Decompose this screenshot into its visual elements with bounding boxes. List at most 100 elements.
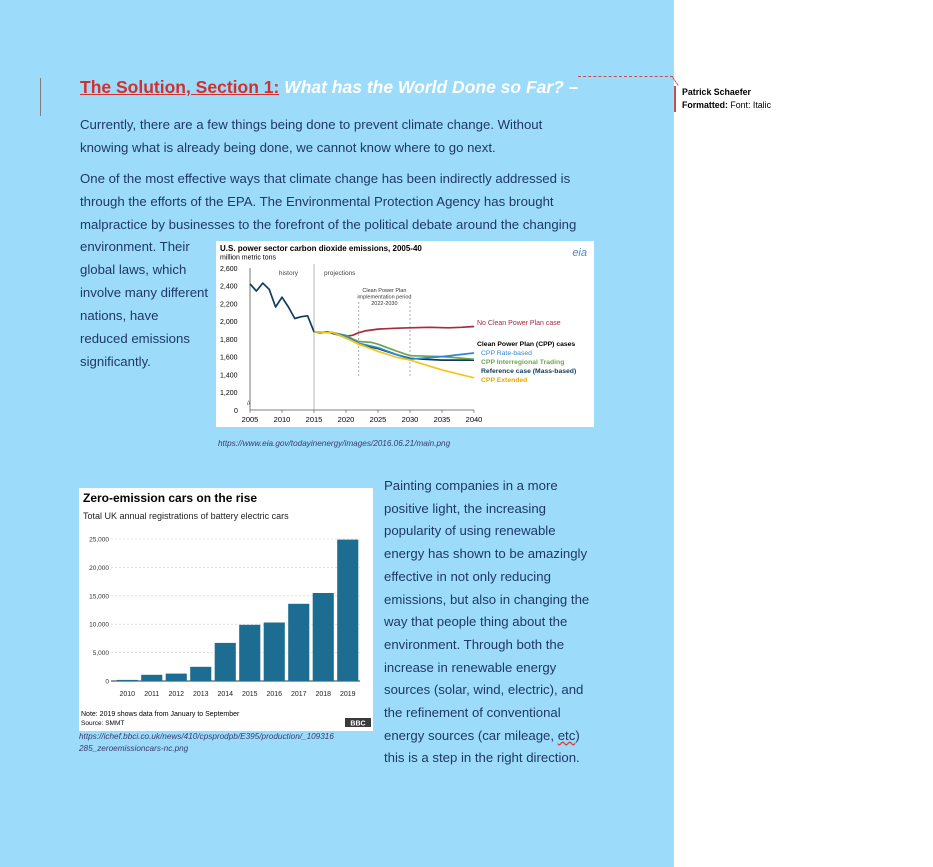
heading-part-2: What has the World Done so Far? – [279, 77, 579, 97]
eia-x-tick-label: 2010 [274, 415, 291, 424]
paragraph-line: global laws, which [80, 262, 187, 277]
paragraph-line: through the efforts of the EPA. The Envi… [80, 194, 554, 209]
bbc-chart-note: Note: 2019 shows data from January to Se… [81, 711, 240, 718]
eia-legend-no-cpp: No Clean Power Plan case [477, 320, 561, 327]
paragraph-line: energy has shown to be amazingly [384, 546, 588, 562]
eia-legend-rate-based: CPP Rate-based [481, 350, 532, 357]
paragraph-line: energy sources (car mileage, etc) [384, 725, 604, 748]
paragraph-line: the refinement of conventional [384, 705, 561, 721]
comment-label: Formatted: [682, 100, 728, 110]
eia-history-label: history [279, 270, 299, 277]
bbc-logo: BBC [350, 721, 365, 728]
bbc-bar [288, 603, 310, 681]
bbc-y-tick-label: 0 [105, 679, 109, 686]
paragraph-line: positive light, the increasing [384, 500, 547, 516]
paragraph-line: One of the most effective ways that clim… [80, 171, 571, 186]
eia-x-tick-label: 2020 [338, 415, 355, 424]
eia-image-caption[interactable]: https://www.eia.gov/todayinenergy/images… [218, 439, 451, 448]
bbc-chart-title: Zero-emission cars on the rise [83, 491, 257, 505]
comment-author: Patrick Schaefer [682, 87, 751, 97]
paragraph-line: effective in not only reducing [384, 568, 551, 584]
paragraph-line: significantly. [80, 354, 151, 369]
paragraph-line: malpractice by businesses to the forefro… [80, 217, 577, 232]
bbc-y-tick-label: 20,000 [89, 565, 109, 572]
bbc-ev-chart[interactable]: Zero-emission cars on the rise Total UK … [79, 488, 373, 731]
paragraph-line: way that people thing about the [384, 614, 568, 630]
eia-x-tick-label: 2030 [402, 415, 419, 424]
paragraph-line: sources (solar, wind, electric), and [384, 682, 584, 698]
line-text: ) [575, 727, 580, 743]
bbc-x-tick-label: 2010 [120, 691, 136, 698]
bbc-bar [165, 673, 187, 681]
eia-emissions-chart[interactable]: U.S. power sector carbon dioxide emissio… [216, 241, 594, 427]
paragraph-line: involve many different [80, 285, 209, 300]
paragraph-line: this is a step in the right direction. [384, 750, 580, 766]
markup-pane [673, 0, 933, 867]
eia-x-tick-label: 2005 [242, 415, 259, 424]
eia-annotation-line: implementation period [357, 295, 411, 301]
eia-x-tick-label: 2040 [466, 415, 483, 424]
eia-y-tick-label: 2,000 [220, 319, 238, 326]
bbc-bar [312, 593, 334, 681]
eia-axis-break: // [247, 401, 251, 407]
eia-y-tick-label: 2,400 [220, 284, 238, 291]
eia-y-tick-label: 1,600 [220, 355, 238, 362]
eia-x-tick-label: 2035 [434, 415, 451, 424]
line-text: energy sources (car mileage, [384, 727, 558, 743]
change-bar [40, 78, 41, 116]
paragraph-line: emissions, but also in changing the [384, 591, 590, 607]
bbc-bar [239, 624, 261, 681]
paragraph-intro[interactable]: Currently, there are a few things being … [80, 117, 543, 155]
heading-part-1: The Solution, Section 1: [80, 77, 280, 97]
eia-annotation-line: 2022-2030 [371, 301, 397, 307]
comment-text: Formatted: Font: Italic [682, 99, 771, 112]
bbc-y-tick-label: 15,000 [89, 593, 109, 600]
caption-line: https://ichef.bbci.co.uk/news/410/cpspro… [79, 732, 334, 741]
eia-chart-ylabel: million metric tons [220, 255, 277, 262]
bbc-bar [337, 539, 359, 681]
paragraph-line: popularity of using renewable [384, 523, 556, 539]
bbc-chart-source: Source: SMMT [81, 720, 124, 727]
eia-series-line [313, 330, 475, 379]
bbc-bar [141, 674, 163, 681]
paragraph-epa-wrap[interactable]: environment. Their global laws, which in… [80, 235, 216, 373]
comment-connector [578, 76, 673, 77]
bbc-x-tick-label: 2012 [169, 691, 185, 698]
eia-y-tick-label: 1,400 [220, 372, 238, 379]
bbc-x-tick-label: 2018 [316, 691, 332, 698]
bbc-y-tick-label: 10,000 [89, 622, 109, 629]
eia-legend-extended: CPP Extended [481, 377, 527, 384]
bbc-image-caption[interactable]: https://ichef.bbci.co.uk/news/410/cpspro… [79, 731, 334, 755]
bbc-bar [116, 679, 138, 681]
bbc-x-tick-label: 2017 [291, 691, 307, 698]
section-heading[interactable]: The Solution, Section 1: What has the Wo… [80, 77, 578, 98]
paragraph-line: nations, have [80, 308, 159, 323]
eia-chart-svg: U.S. power sector carbon dioxide emissio… [220, 244, 587, 424]
bbc-bar [190, 666, 212, 681]
bbc-x-tick-label: 2016 [267, 691, 283, 698]
eia-y-tick-label: 2,200 [220, 301, 238, 308]
comment-value: Font: Italic [727, 100, 771, 110]
eia-series-line [313, 330, 475, 361]
misspelled-word[interactable]: etc [557, 727, 576, 743]
paragraph-epa[interactable]: One of the most effective ways that clim… [80, 167, 580, 236]
eia-legend-cpp-header: Clean Power Plan (CPP) cases [477, 341, 575, 348]
paragraph-line: environment. Their [80, 239, 190, 254]
eia-legend-reference: Reference case (Mass-based) [481, 368, 576, 375]
bbc-y-tick-label: 5,000 [93, 650, 110, 657]
bbc-chart-svg: Zero-emission cars on the rise Total UK … [81, 491, 371, 728]
format-comment-balloon[interactable]: Patrick Schaefer Formatted: Font: Italic [674, 86, 771, 112]
bbc-logo-box [345, 718, 371, 727]
bbc-x-tick-label: 2014 [218, 691, 234, 698]
eia-series-line [249, 282, 315, 333]
eia-y-tick-label: 1,800 [220, 337, 238, 344]
bbc-bar [214, 642, 236, 681]
bbc-bar [263, 622, 285, 681]
eia-x-tick-label: 2015 [306, 415, 323, 424]
eia-y-tick-label: 2,600 [220, 266, 238, 273]
eia-logo: eia [572, 247, 587, 259]
eia-x-tick-label: 2025 [370, 415, 387, 424]
paragraph-renewables[interactable]: Painting companies in a more positive li… [384, 475, 604, 770]
eia-y-tick-label: 0 [234, 408, 238, 415]
bbc-x-tick-label: 2011 [144, 691, 159, 698]
